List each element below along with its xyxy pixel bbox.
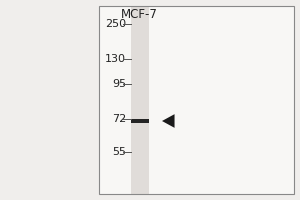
Text: 95: 95 <box>112 79 126 89</box>
Bar <box>99 6 294 194</box>
Text: 130: 130 <box>105 54 126 64</box>
Text: 250: 250 <box>105 19 126 29</box>
Text: 55: 55 <box>112 147 126 157</box>
Text: 72: 72 <box>112 114 126 124</box>
Polygon shape <box>162 114 175 128</box>
Bar <box>130 119 148 123</box>
Bar <box>99 6 294 194</box>
Bar <box>130 6 148 194</box>
Text: MCF-7: MCF-7 <box>121 8 158 21</box>
